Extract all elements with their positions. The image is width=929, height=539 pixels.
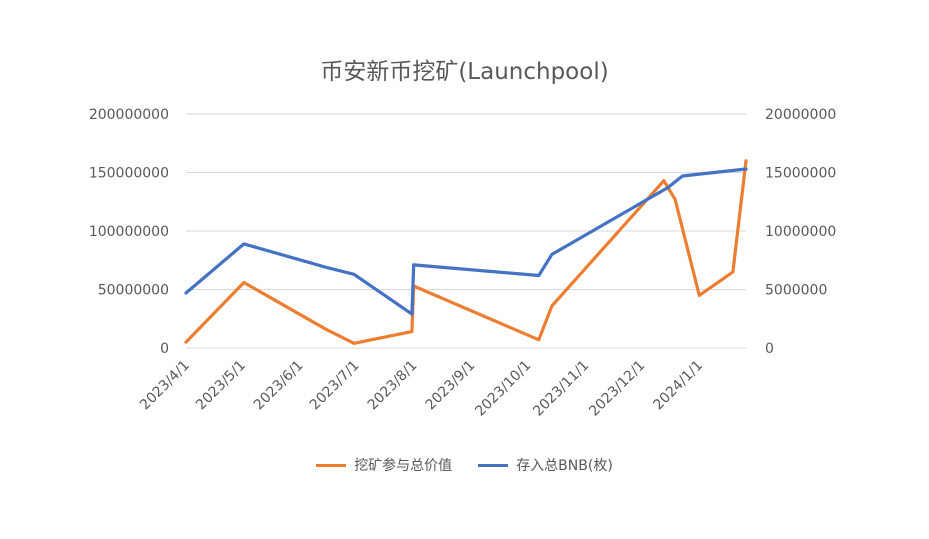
x-tick-label: 2023/10/1 — [472, 358, 534, 420]
data-point-series-1 — [681, 174, 684, 178]
data-point-series-0 — [537, 338, 541, 342]
data-point-series-1 — [410, 312, 414, 316]
x-tick-label: 2023/6/1 — [251, 358, 307, 414]
data-point-series-1 — [324, 265, 328, 269]
y-left-tick-label: 50000000 — [98, 283, 169, 299]
data-point-series-1 — [666, 186, 669, 190]
data-point-series-0 — [242, 281, 246, 284]
data-point-series-0 — [697, 293, 701, 297]
y-right-tick-label: 0 — [765, 341, 774, 357]
x-tick-label: 2023/7/1 — [307, 358, 363, 414]
data-point-series-0 — [410, 330, 414, 334]
y-left-tick-label: 200000000 — [89, 107, 169, 123]
data-point-series-0 — [550, 304, 554, 308]
data-point-series-0 — [744, 159, 748, 163]
data-point-series-0 — [673, 198, 677, 201]
x-tick-label: 2024/1/1 — [650, 358, 706, 414]
data-point-series-1 — [537, 274, 541, 277]
y-left-tick-label: 100000000 — [89, 224, 169, 240]
data-point-series-1 — [550, 253, 554, 256]
legend-item-series-1: 存入总BNB(枚) — [478, 455, 613, 475]
y-left-tick-label: 0 — [160, 341, 169, 357]
y-left-tick-label: 150000000 — [89, 166, 169, 182]
legend-swatch-series-1 — [478, 463, 509, 467]
x-tick-label: 2023/11/1 — [530, 358, 592, 420]
legend-label-series-1: 存入总BNB(枚) — [516, 458, 613, 474]
data-point-series-0 — [352, 341, 356, 345]
chart-title: 币安新币挖矿(Launchpool) — [320, 59, 609, 85]
data-point-series-0 — [184, 340, 188, 344]
y-right-tick-label: 15000000 — [765, 166, 836, 182]
legend-item-series-0: 挖矿参与总价值 — [316, 455, 452, 475]
legend-swatch-series-0 — [316, 463, 347, 467]
legend-label-series-0: 挖矿参与总价值 — [354, 458, 453, 474]
x-tick-label: 2023/9/1 — [423, 358, 479, 414]
x-tick-label: 2023/8/1 — [365, 358, 421, 414]
x-tick-label: 2023/5/1 — [193, 358, 249, 414]
data-point-series-1 — [184, 291, 188, 295]
data-point-series-0 — [731, 270, 735, 274]
y-right-tick-label: 20000000 — [765, 107, 836, 123]
y-right-tick-label: 5000000 — [765, 283, 827, 299]
data-point-series-0 — [324, 327, 328, 331]
legend: 挖矿参与总价值 存入总BNB(枚) — [0, 455, 929, 475]
x-tick-label: 2023/4/1 — [137, 358, 193, 414]
data-point-series-0 — [662, 179, 666, 183]
data-point-series-1 — [412, 263, 416, 267]
x-tick-label: 2023/12/1 — [586, 358, 648, 420]
data-point-series-1 — [744, 167, 748, 171]
data-point-series-1 — [242, 242, 246, 246]
series-line-1 — [184, 167, 748, 316]
y-right-tick-label: 10000000 — [765, 224, 836, 240]
data-point-series-1 — [352, 272, 356, 276]
